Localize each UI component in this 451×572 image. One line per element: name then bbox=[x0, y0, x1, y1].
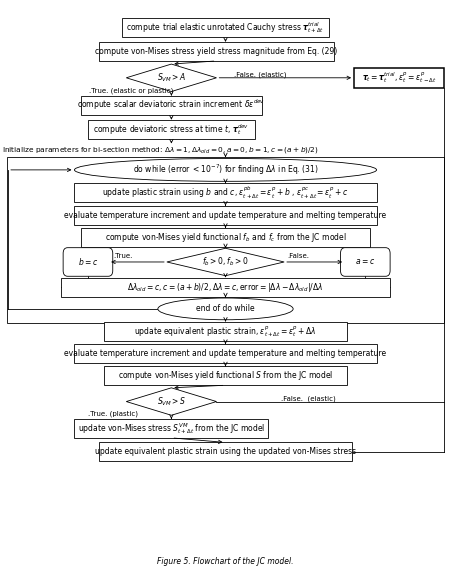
FancyBboxPatch shape bbox=[74, 419, 268, 438]
Text: $S_{VM} > A$: $S_{VM} > A$ bbox=[156, 72, 186, 84]
Text: compute von-Mises stress yield stress magnitude from Eq. (29): compute von-Mises stress yield stress ma… bbox=[95, 47, 338, 56]
Text: compute von-Mises yield functional $f_b$ and $f_c$ from the JC model: compute von-Mises yield functional $f_b$… bbox=[105, 231, 346, 244]
Text: compute deviatoric stress at time $t$, $\boldsymbol{\tau}^{dev}_t$: compute deviatoric stress at time $t$, $… bbox=[93, 122, 249, 137]
Text: .False.: .False. bbox=[288, 253, 310, 259]
Polygon shape bbox=[167, 248, 284, 276]
Text: evaluate temperature increment and update temperature and melting temperature: evaluate temperature increment and updat… bbox=[64, 349, 387, 358]
Text: .False.  (elastic): .False. (elastic) bbox=[281, 395, 335, 402]
FancyBboxPatch shape bbox=[81, 228, 370, 247]
Text: do while (error $< 10^{-7}$) for finding $\Delta\lambda$ in Eq. (31): do while (error $< 10^{-7}$) for finding… bbox=[133, 162, 318, 177]
Text: .True. (plastic): .True. (plastic) bbox=[88, 411, 138, 418]
Text: update equivalent plastic strain using the updated von-Mises stress: update equivalent plastic strain using t… bbox=[95, 447, 356, 456]
FancyBboxPatch shape bbox=[74, 205, 377, 224]
FancyBboxPatch shape bbox=[63, 248, 113, 276]
Text: Initialize parameters for bi-section method: $\Delta\lambda = 1, \Delta\lambda_{: Initialize parameters for bi-section met… bbox=[2, 145, 319, 155]
Text: .False. (elastic): .False. (elastic) bbox=[234, 71, 286, 78]
Ellipse shape bbox=[74, 158, 377, 181]
Text: update von-Mises stress $S^{VM}_{t+\Delta t}$ from the JC model: update von-Mises stress $S^{VM}_{t+\Delt… bbox=[78, 421, 265, 436]
Text: compute trial elastic unrotated Cauchy stress $\boldsymbol{\tau}^{trial}_{t+\Del: compute trial elastic unrotated Cauchy s… bbox=[126, 20, 325, 35]
FancyBboxPatch shape bbox=[99, 443, 352, 461]
FancyBboxPatch shape bbox=[88, 120, 255, 138]
FancyBboxPatch shape bbox=[122, 18, 329, 37]
FancyBboxPatch shape bbox=[81, 96, 262, 114]
Text: $b = c$: $b = c$ bbox=[78, 256, 98, 268]
Text: update equivalent plastic strain, $\epsilon^p_{t+\Delta t} = \epsilon^p_t + \Del: update equivalent plastic strain, $\epsi… bbox=[134, 324, 317, 339]
Text: $\Delta\lambda_{old} = c, c = (a+b)/2, \Delta\lambda = c, \mathrm{error} = |\Del: $\Delta\lambda_{old} = c, c = (a+b)/2, \… bbox=[127, 281, 324, 293]
Text: Figure 5. Flowchart of the JC model.: Figure 5. Flowchart of the JC model. bbox=[157, 557, 294, 566]
Ellipse shape bbox=[158, 298, 293, 320]
FancyBboxPatch shape bbox=[104, 321, 347, 341]
Text: compute scalar deviatoric strain increment $\delta\epsilon^{dev}$: compute scalar deviatoric strain increme… bbox=[77, 98, 266, 113]
FancyBboxPatch shape bbox=[99, 42, 334, 61]
FancyBboxPatch shape bbox=[74, 344, 377, 363]
Text: $\boldsymbol{\tau}_t = \boldsymbol{\tau}^{trial}_t, \epsilon^p_t = \epsilon^p_{t: $\boldsymbol{\tau}_t = \boldsymbol{\tau}… bbox=[362, 70, 437, 85]
Text: $f_b > 0, f_b > 0$: $f_b > 0, f_b > 0$ bbox=[202, 256, 249, 268]
Text: end of do while: end of do while bbox=[196, 304, 255, 313]
FancyBboxPatch shape bbox=[74, 183, 377, 202]
Text: update plastic strain using $b$ and $c$, $\epsilon^{pb}_{t+\Delta t} = \epsilon^: update plastic strain using $b$ and $c$,… bbox=[102, 185, 349, 201]
Polygon shape bbox=[126, 388, 216, 415]
Polygon shape bbox=[126, 64, 216, 92]
Text: evaluate temperature increment and update temperature and melting temperature: evaluate temperature increment and updat… bbox=[64, 210, 387, 220]
FancyBboxPatch shape bbox=[61, 278, 390, 296]
Text: .True.: .True. bbox=[113, 253, 132, 259]
FancyBboxPatch shape bbox=[104, 366, 347, 386]
Text: $S_{VM} > S$: $S_{VM} > S$ bbox=[157, 395, 186, 408]
FancyBboxPatch shape bbox=[354, 67, 444, 88]
Text: .True. (elastic or plastic): .True. (elastic or plastic) bbox=[89, 87, 174, 94]
FancyBboxPatch shape bbox=[341, 248, 390, 276]
Text: $a = c$: $a = c$ bbox=[355, 257, 375, 267]
Text: compute von-Mises yield functional $S$ from the JC model: compute von-Mises yield functional $S$ f… bbox=[118, 370, 333, 382]
